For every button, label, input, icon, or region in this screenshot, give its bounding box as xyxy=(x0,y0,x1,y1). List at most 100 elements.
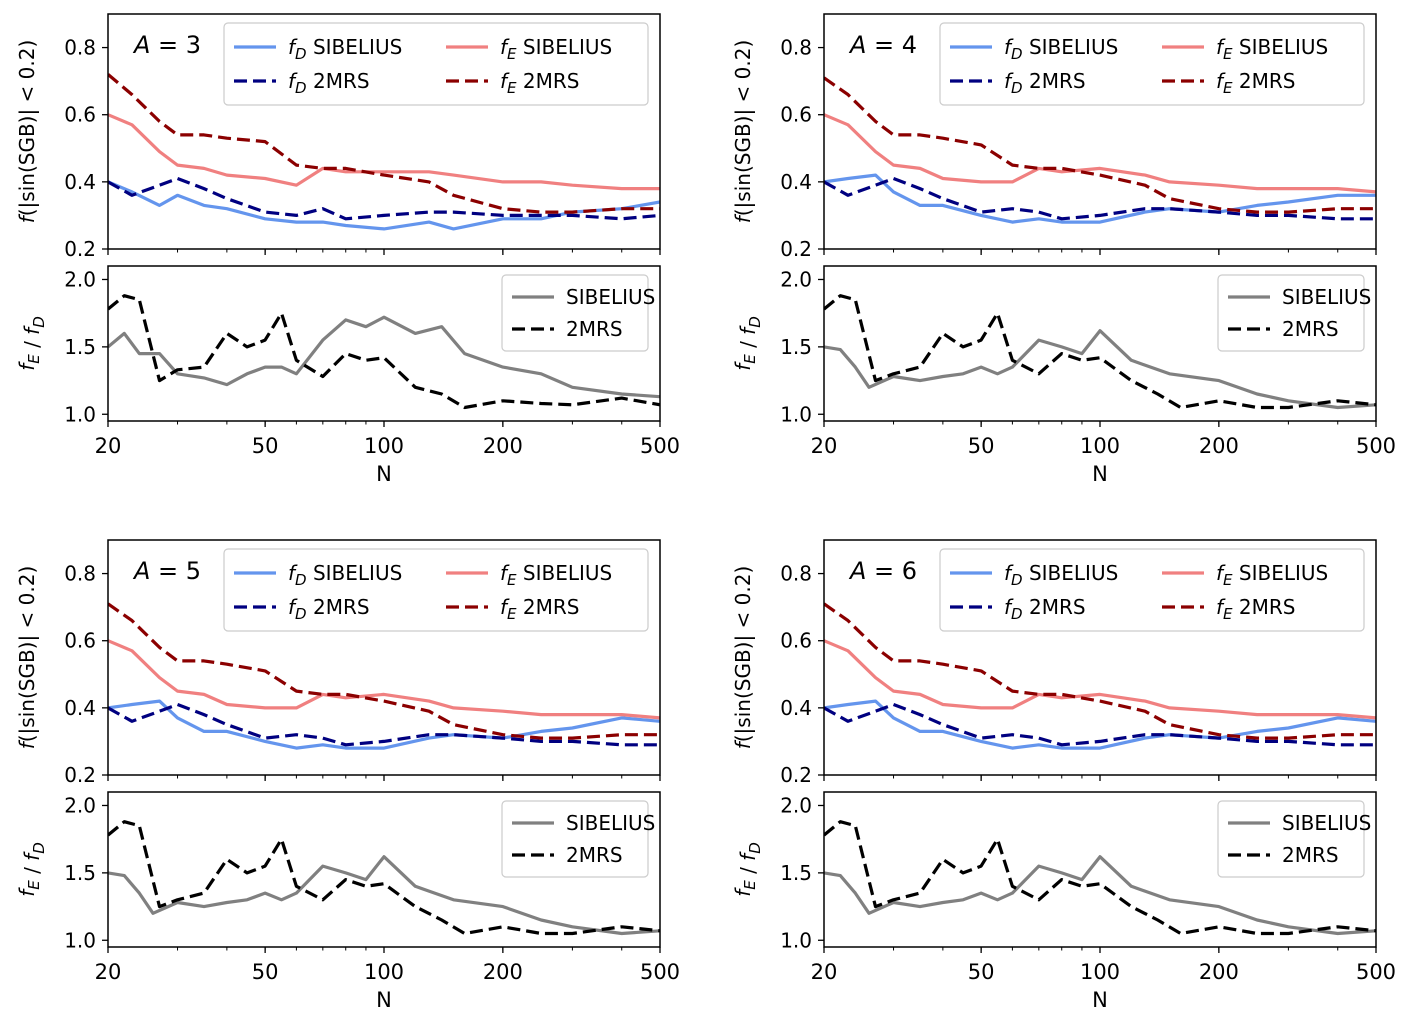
x-tick-label: 200 xyxy=(483,960,523,984)
panel-a-3-ratio: 1.0 1.5 2.0 20 50 100 200 500 NfE / fD SIBELIUS 2M… xyxy=(15,265,680,486)
series-line-f-e-sibelius xyxy=(108,113,660,191)
series-group xyxy=(824,294,1376,410)
x-axis-label: N xyxy=(1092,988,1108,1012)
series-line-f-e-sibelius xyxy=(824,639,1376,720)
series-line-sibelius xyxy=(108,315,660,399)
legend-label: fE 2MRS xyxy=(1216,595,1295,623)
y-axis-label: f(|sin(SGB)| < 0.2) xyxy=(731,566,755,750)
series-group xyxy=(824,76,1376,224)
legend: fD SIBELIUS fE SIBELIUS fD 2MRS fE 2MRS xyxy=(223,548,649,632)
legend-label: SIBELIUS xyxy=(566,811,655,835)
y-axis-label: fE / fD xyxy=(15,842,48,897)
series-line-f-d-sibelius xyxy=(108,699,660,750)
legend: fD SIBELIUS fE SIBELIUS fD 2MRS fE 2MRS xyxy=(223,22,649,106)
legend-label: SIBELIUS xyxy=(1282,285,1371,309)
x-axis-label: N xyxy=(376,988,392,1012)
series-line-f-e-sibelius xyxy=(108,639,660,720)
series-line-f-e-2mrs xyxy=(824,76,1376,214)
y-tick-label: 0.4 xyxy=(64,696,96,720)
y-tick-label: 1.5 xyxy=(64,335,96,359)
legend-box xyxy=(501,274,649,352)
series-line-f-e-sibelius xyxy=(824,113,1376,194)
y-tick-label: 0.6 xyxy=(64,629,96,653)
legend: SIBELIUS 2MRS xyxy=(1217,800,1371,878)
series-group xyxy=(108,602,660,750)
legend-label: fD 2MRS xyxy=(288,595,370,623)
legend-label: 2MRS xyxy=(566,843,623,867)
legend-box xyxy=(939,22,1365,106)
y-tick-label: 0.2 xyxy=(64,763,96,787)
panel-a-4-fractions: 0.2 0.4 0.6 0.8 f(|sin(SGB)| < 0.2) A = 4 fD S… xyxy=(731,13,1377,261)
series-line-f-d-sibelius xyxy=(108,180,660,231)
y-tick-label: 0.6 xyxy=(780,103,812,127)
legend-box xyxy=(223,22,649,106)
x-tick-label: 200 xyxy=(483,434,523,458)
legend-label: fE SIBELIUS xyxy=(1216,561,1328,589)
legend: fD SIBELIUS fE SIBELIUS fD 2MRS fE 2MRS xyxy=(939,22,1365,106)
legend-box xyxy=(1217,800,1365,878)
series-line-sibelius xyxy=(824,329,1376,410)
panel-a-3-fractions: 0.2 0.4 0.6 0.8 f(|sin(SGB)| < 0.2) A = 3 fD S… xyxy=(15,13,661,261)
y-tick-label: 0.8 xyxy=(64,562,96,586)
panel-a-4-ratio: 1.0 1.5 2.0 20 50 100 200 500 NfE / fD SIBELIUS 2M… xyxy=(731,265,1396,486)
x-tick-label: 50 xyxy=(968,960,995,984)
panel-annotation: A = 4 xyxy=(848,31,917,59)
legend-label: fE SIBELIUS xyxy=(1216,35,1328,63)
y-tick-label: 0.4 xyxy=(780,696,812,720)
y-tick-label: 0.8 xyxy=(780,562,812,586)
legend-label: 2MRS xyxy=(1282,843,1339,867)
legend-label: fD 2MRS xyxy=(1004,69,1086,97)
y-tick-label: 2.0 xyxy=(780,267,812,291)
panel-annotation: A = 5 xyxy=(132,557,201,585)
series-group xyxy=(108,820,660,936)
x-tick-label: 20 xyxy=(811,960,838,984)
panel-a-5-fractions: 0.2 0.4 0.6 0.8 f(|sin(SGB)| < 0.2) A = 5 fD S… xyxy=(15,539,661,787)
legend-box xyxy=(1217,274,1365,352)
legend: SIBELIUS 2MRS xyxy=(1217,274,1371,352)
y-tick-label: 0.2 xyxy=(64,237,96,261)
x-tick-label: 20 xyxy=(811,434,838,458)
series-line-2mrs xyxy=(108,820,660,936)
series-line-2mrs xyxy=(824,294,1376,410)
y-tick-label: 0.6 xyxy=(780,629,812,653)
legend: SIBELIUS 2MRS xyxy=(501,274,655,352)
x-tick-label: 200 xyxy=(1199,434,1239,458)
legend-label: fD SIBELIUS xyxy=(288,35,402,63)
legend-box xyxy=(501,800,649,878)
x-tick-label: 20 xyxy=(95,960,122,984)
y-tick-label: 0.6 xyxy=(64,103,96,127)
series-line-f-e-2mrs xyxy=(824,602,1376,740)
y-tick-label: 1.0 xyxy=(64,402,96,426)
series-line-2mrs xyxy=(108,294,660,410)
legend: fD SIBELIUS fE SIBELIUS fD 2MRS fE 2MRS xyxy=(939,548,1365,632)
x-tick-label: 100 xyxy=(1080,960,1120,984)
x-tick-label: 50 xyxy=(968,434,995,458)
series-line-f-d-2mrs xyxy=(824,176,1376,221)
y-axis-label: f(|sin(SGB)| < 0.2) xyxy=(15,566,39,750)
x-tick-label: 100 xyxy=(364,434,404,458)
x-tick-label: 500 xyxy=(640,434,680,458)
y-axis-label: fE / fD xyxy=(15,316,48,371)
y-axis-label: f(|sin(SGB)| < 0.2) xyxy=(15,40,39,224)
series-line-f-d-sibelius xyxy=(824,699,1376,750)
legend-box xyxy=(939,548,1365,632)
series-line-f-e-2mrs xyxy=(108,602,660,740)
legend-label: fE 2MRS xyxy=(500,69,579,97)
x-tick-label: 500 xyxy=(1356,960,1396,984)
series-group xyxy=(108,294,660,410)
x-tick-label: 500 xyxy=(640,960,680,984)
series-group xyxy=(108,73,660,231)
x-tick-label: 200 xyxy=(1199,960,1239,984)
x-tick-label: 100 xyxy=(364,960,404,984)
y-tick-label: 1.5 xyxy=(780,335,812,359)
panel-a-5-ratio: 1.0 1.5 2.0 20 50 100 200 500 NfE / fD SIBELIUS 2M… xyxy=(15,791,680,1012)
y-tick-label: 1.0 xyxy=(64,928,96,952)
y-tick-label: 2.0 xyxy=(64,267,96,291)
x-axis-label: N xyxy=(376,462,392,486)
y-tick-label: 1.5 xyxy=(64,861,96,885)
series-line-f-e-2mrs xyxy=(108,73,660,214)
series-line-f-d-2mrs xyxy=(824,702,1376,747)
series-group xyxy=(824,820,1376,936)
series-line-f-d-sibelius xyxy=(824,173,1376,224)
